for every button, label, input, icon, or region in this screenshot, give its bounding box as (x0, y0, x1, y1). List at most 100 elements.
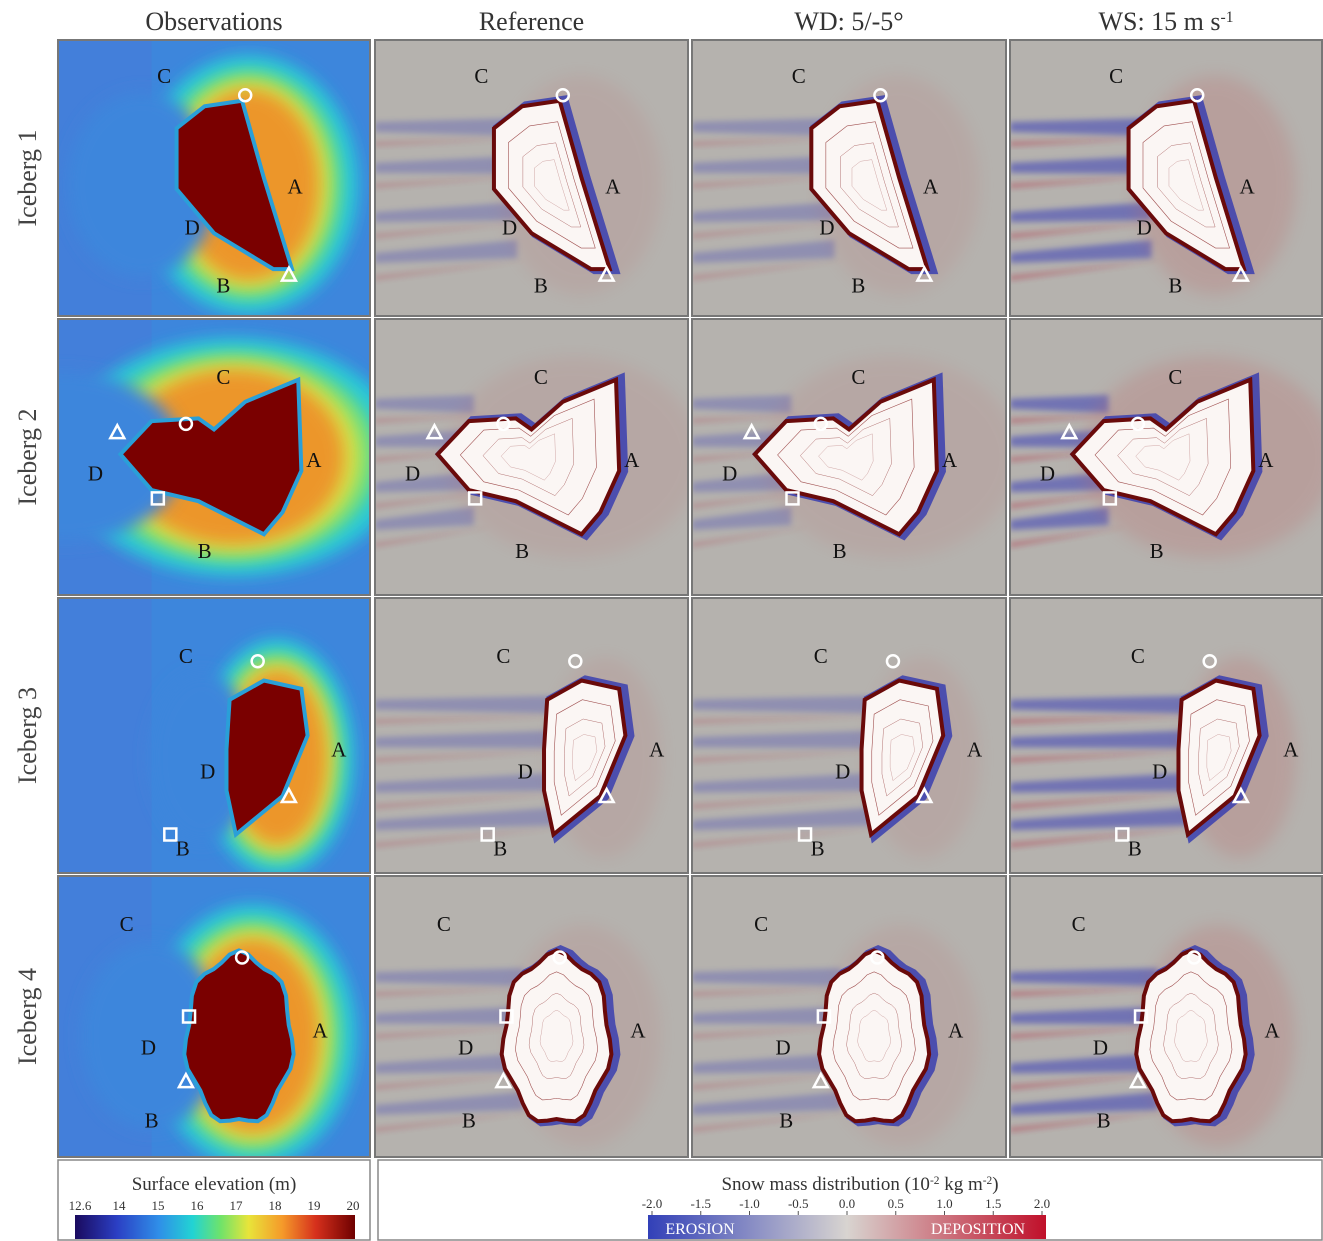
region-letter: C (474, 64, 488, 88)
colorbar-tick-label: 2.0 (1034, 1196, 1050, 1211)
region-letter: D (405, 462, 420, 486)
colorbar-tick-label: 17 (230, 1198, 244, 1213)
colorbar-tick-label: 0.5 (888, 1196, 904, 1211)
panel: A B C D (58, 40, 370, 316)
region-letter: B (833, 539, 847, 563)
region-letter: A (1283, 737, 1299, 761)
region-letter: B (1128, 836, 1142, 860)
panel: A B C D (1010, 598, 1322, 873)
colorbar-tick-label: -0.5 (788, 1196, 809, 1211)
colorbar-tick-label: 0.0 (839, 1196, 855, 1211)
colorbar-tick-label: 1.0 (936, 1196, 952, 1211)
region-letter: B (145, 1108, 159, 1132)
region-letter: D (185, 216, 200, 240)
region-letter: A (649, 737, 665, 761)
region-letter: A (942, 448, 958, 472)
iceberg (502, 950, 612, 1121)
region-letter: C (1109, 64, 1123, 88)
superscript: -1 (1221, 9, 1234, 26)
region-letter: A (923, 174, 939, 198)
text-part: ) (992, 1174, 998, 1195)
region-letter: A (967, 737, 983, 761)
region-letter: B (1150, 539, 1164, 563)
region-letter: D (819, 216, 834, 240)
region-letter: B (216, 274, 230, 298)
colorbar-tick-label: 12.6 (69, 1198, 92, 1213)
colorbar-tick-label: 16 (191, 1198, 205, 1213)
region-letter: B (811, 836, 825, 860)
panel: ABCD (375, 40, 688, 316)
region-letter: C (120, 912, 134, 936)
region-letter: A (630, 1019, 646, 1043)
text-part: kg m (939, 1174, 983, 1195)
region-letter: B (534, 274, 548, 298)
colorbar-tick-label: -2.0 (642, 1196, 663, 1211)
text-part: Snow mass distribution (10 (721, 1174, 929, 1195)
region-letter: B (515, 539, 529, 563)
colorbar (75, 1215, 355, 1239)
row-label: Iceberg 2 (13, 409, 42, 506)
panel: ABCD (0, 319, 405, 595)
colorbar-tick-label: 15 (152, 1198, 165, 1213)
region-letter: D (200, 759, 215, 783)
region-letter: B (779, 1108, 793, 1132)
region-letter: A (288, 174, 304, 198)
region-letter: C (1072, 912, 1086, 936)
region-letter: A (312, 1019, 328, 1043)
region-letter: A (1264, 1019, 1280, 1043)
region-letter: A (605, 174, 621, 198)
region-letter: D (1152, 759, 1167, 783)
region-letter: D (141, 1035, 156, 1059)
region-letter: B (493, 836, 507, 860)
upwind-shade (58, 598, 152, 873)
region-letter: C (1131, 644, 1145, 668)
title: Reference (479, 7, 584, 36)
region-letter: D (835, 759, 850, 783)
region-letter: C (437, 912, 451, 936)
title: WD: 5/-5° (794, 7, 903, 36)
region-letter: D (775, 1035, 790, 1059)
region-letter: C (1168, 365, 1182, 389)
colorbar-tick-label: 14 (113, 1198, 127, 1213)
region-letter: B (176, 836, 190, 860)
row-label: Iceberg 1 (13, 130, 42, 227)
region-letter: B (1168, 274, 1182, 298)
superscript: -2 (983, 1175, 993, 1187)
iceberg (1136, 950, 1245, 1121)
panel: ABCD (692, 598, 1006, 873)
region-letter: D (518, 759, 533, 783)
region-letter: C (179, 644, 193, 668)
region-letter: D (1040, 462, 1055, 486)
region-letter: A (1240, 174, 1256, 198)
region-letter: C (754, 912, 768, 936)
colorbar-tick-label: 18 (269, 1198, 282, 1213)
region-letter: B (462, 1108, 476, 1132)
region-letter: D (722, 462, 737, 486)
panel: A B C D (58, 598, 370, 876)
region-letter: A (331, 737, 347, 761)
region-letter: D (1093, 1035, 1108, 1059)
region-letter: B (1097, 1108, 1111, 1132)
text-part: Reference (479, 7, 584, 36)
panel: A B C D (1010, 876, 1322, 1157)
erosion-label: EROSION (665, 1221, 735, 1238)
region-letter: C (792, 64, 806, 88)
region-letter: C (157, 64, 171, 88)
region-letter: A (948, 1019, 964, 1043)
panel: A B C D (1010, 319, 1323, 595)
region-letter: C (216, 365, 230, 389)
colorbar-tick-label: 20 (347, 1198, 360, 1213)
region-letter: A (624, 448, 640, 472)
colorbar-tick-label: -1.0 (739, 1196, 760, 1211)
region-letter: C (851, 365, 865, 389)
panel: A B C D (692, 876, 1006, 1157)
row-label: Iceberg 4 (13, 968, 42, 1065)
region-letter: A (1258, 448, 1274, 472)
figure: ObservationsReferenceWD: 5/-5°WS: 15 m s… (0, 0, 1323, 1241)
iceberg (184, 950, 293, 1121)
iceberg (819, 950, 929, 1121)
colorbar-tick-label: 1.5 (985, 1196, 1001, 1211)
title: Snow mass distribution (10-2 kg m-2) (721, 1174, 998, 1195)
